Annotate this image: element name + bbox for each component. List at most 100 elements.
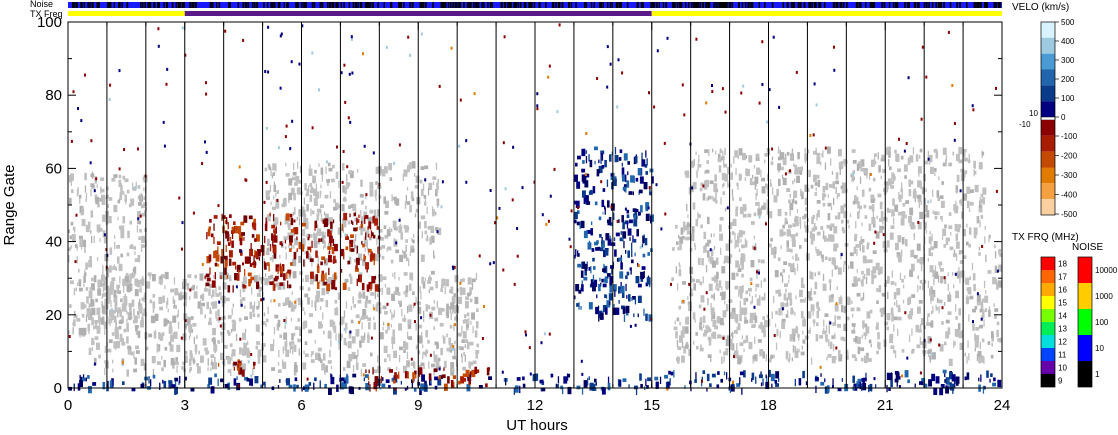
scatter-cell-ground — [773, 295, 775, 304]
scatter-cell-ground — [466, 312, 470, 317]
noise-bar-tick — [76, 2, 78, 8]
scatter-cell-ground — [968, 227, 972, 235]
scatter-cell-sparse — [205, 92, 208, 96]
scatter-cell-ground — [227, 357, 232, 365]
scatter-cell-ground — [927, 316, 929, 324]
scatter-cell-positive — [623, 314, 626, 322]
scatter-cell-ground — [379, 168, 381, 176]
scatter-cell-positive — [770, 373, 775, 382]
scatter-cell-ground — [833, 197, 835, 206]
scatter-cell-ground — [328, 277, 332, 285]
noise-bar-tick — [839, 2, 842, 8]
scatter-cell-negative — [361, 282, 365, 291]
scatter-cell-ground — [186, 282, 190, 291]
scatter-cell-ground — [267, 306, 269, 314]
scatter-cell-ground — [116, 285, 120, 293]
scatter-cell-ground — [163, 359, 166, 368]
scatter-cell-sparse — [301, 24, 304, 28]
scatter-cell-positive — [612, 284, 617, 292]
scatter-cell-negative — [208, 226, 211, 231]
scatter-cell-ground — [476, 308, 479, 312]
scatter-cell-sparse — [705, 291, 708, 295]
scatter-cell-ground — [895, 242, 899, 251]
scatter-cell-positive — [587, 377, 589, 386]
scatter-cell-ground — [365, 295, 369, 303]
scatter-cell-ground — [792, 334, 796, 342]
scatter-cell-ground — [84, 185, 87, 193]
scatter-cell-ground — [445, 308, 447, 317]
scatter-cell-negative — [368, 221, 371, 229]
scatter-cell-ground — [971, 262, 974, 271]
scatter-cell-ground — [405, 289, 408, 298]
scatter-cell-ground — [395, 249, 400, 254]
scatter-cell-ground — [308, 168, 313, 176]
scatter-cell-sparse — [410, 357, 413, 361]
scatter-cell-negative — [258, 256, 261, 261]
scatter-cell-ground — [782, 157, 787, 166]
scatter-cell-sparse — [414, 320, 416, 324]
scatter-cell-ground — [294, 207, 296, 215]
scatter-cell-ground — [759, 349, 764, 357]
scatter-cell-ground — [342, 367, 346, 371]
scatter-cell-ground — [408, 258, 410, 267]
scatter-cell-ground — [827, 146, 831, 154]
scatter-cell-sparse — [105, 248, 108, 252]
scatter-cell-ground — [95, 196, 100, 205]
scatter-cell-ground — [772, 187, 774, 195]
scatter-cell-ground — [758, 324, 761, 329]
scatter-cell-sparse — [809, 134, 812, 137]
scatter-cell-negative — [256, 281, 259, 290]
scatter-cell-ground — [301, 307, 305, 311]
scatter-cell-ground — [289, 301, 294, 306]
scatter-cell-ground — [158, 276, 160, 285]
scatter-cell-ground — [118, 309, 122, 314]
scatter-cell-sparse — [277, 146, 280, 150]
scatter-cell-ground — [269, 184, 272, 193]
scatter-cell-ground — [440, 288, 443, 293]
scatter-cell-ground — [296, 187, 301, 195]
scatter-cell-ground — [744, 240, 748, 248]
scatter-cell-ground — [871, 204, 875, 212]
scatter-cell-ground — [139, 298, 141, 307]
scatter-cell-ground — [792, 255, 794, 260]
scatter-cell-ground — [752, 355, 757, 360]
noise-bar-tick — [687, 2, 690, 8]
scatter-cell-ground — [737, 155, 739, 160]
scatter-cell-ground — [903, 164, 908, 172]
scatter-cell-ground — [767, 173, 769, 181]
scatter-cell-ground — [472, 325, 474, 334]
scatter-cell-positive — [765, 374, 767, 379]
noise-bar-tick — [251, 2, 254, 8]
scatter-cell-negative — [372, 367, 374, 375]
scatter-cell-ground — [106, 220, 109, 225]
scatter-cell-negative — [268, 264, 270, 272]
scatter-cell-ground — [414, 173, 416, 177]
scatter-cell-ground — [945, 155, 948, 163]
scatter-cell-ground — [842, 227, 844, 231]
scatter-cell-ground — [189, 369, 191, 373]
scatter-cell-positive — [904, 370, 909, 378]
scatter-cell-ground — [856, 186, 858, 190]
scatter-cell-sparse — [201, 162, 204, 165]
scatter-cell-ground — [981, 298, 985, 303]
scatter-cell-ground — [857, 346, 861, 354]
velocity-swatch — [1041, 53, 1055, 70]
noise-bar-tick — [142, 2, 144, 8]
scatter-cell-ground — [790, 248, 793, 253]
scatter-cell-ground — [88, 290, 93, 299]
velocity-colorbar-frame — [1040, 21, 1056, 216]
scatter-cell-negative — [487, 367, 490, 371]
noise-bar-tick — [528, 2, 530, 8]
scatter-cell-ground — [773, 195, 778, 203]
scatter-cell-positive — [942, 369, 947, 374]
scatter-cell-negative — [213, 215, 218, 219]
noise-bar-tick — [925, 2, 928, 8]
scatter-cell-ground — [283, 332, 288, 340]
velocity-swatch — [1041, 167, 1055, 184]
scatter-cell-ground — [697, 167, 699, 172]
scatter-cell-ground — [470, 361, 473, 366]
noise-bar-tick — [651, 2, 654, 8]
scatter-cell-negative — [320, 274, 325, 282]
scatter-cell-negative — [232, 285, 234, 293]
scatter-cell-negative — [238, 233, 243, 241]
